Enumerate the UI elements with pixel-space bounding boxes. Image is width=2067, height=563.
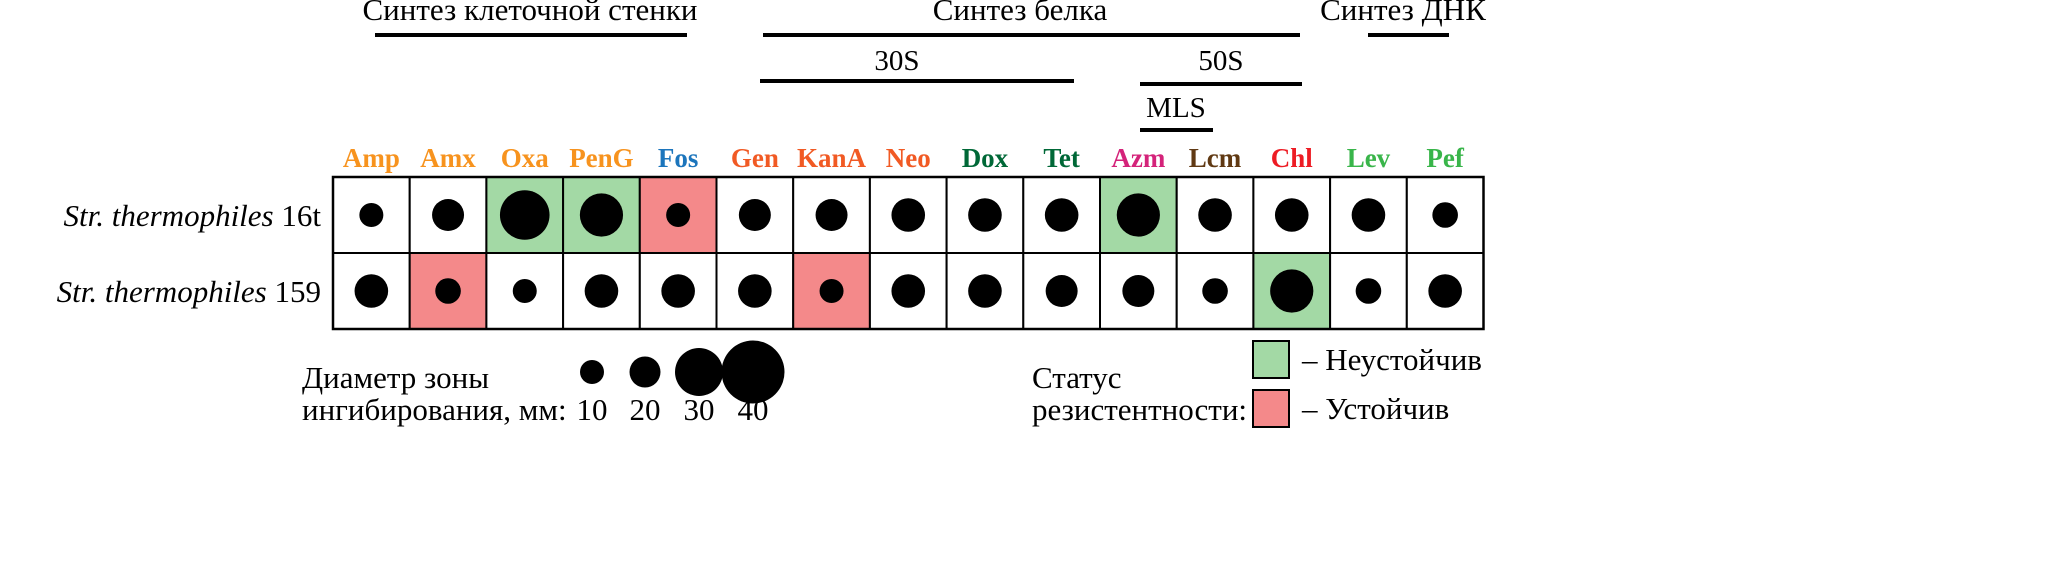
antibiotic-label: Chl: [1271, 143, 1314, 173]
inhibition-zone-dot: [435, 278, 461, 304]
inhibition-zone-dot: [1116, 193, 1160, 237]
inhibition-zone-dot: [1122, 275, 1155, 307]
inhibition-zone-dot: [432, 199, 465, 231]
grid-border: [331, 175, 1485, 331]
status-legend-label: – Устойчив: [1301, 391, 1449, 426]
status-swatch: [1252, 340, 1290, 379]
size-legend-value: 10: [577, 392, 608, 427]
antibiotic-label: Fos: [658, 143, 699, 173]
inhibition-zone-dot: [891, 198, 926, 232]
ribosome-subgroup-headers: 30S 50S MLS: [760, 45, 1302, 132]
inhibition-zone-dot: [1198, 198, 1232, 232]
antibiotic-label: Amx: [420, 143, 476, 173]
antibiotic-label: Lcm: [1189, 143, 1242, 173]
antibiotic-label: Amp: [343, 143, 400, 173]
group-label: Синтез ДНК: [1320, 0, 1486, 27]
inhibition-zone-dot: [815, 199, 848, 231]
class-group-headers: Синтез клеточной стенки Синтез белка Синте…: [363, 0, 1486, 37]
inhibition-zone-dot: [584, 274, 619, 308]
antibiotic-label: Lev: [1347, 143, 1391, 173]
inhibition-zone-dots: [354, 190, 1462, 313]
inhibition-zone-dot: [1351, 198, 1386, 232]
antibiotic-label: Neo: [886, 143, 931, 173]
inhibition-zone-dot: [354, 274, 389, 308]
strain-name: Str. thermophiles: [57, 274, 267, 309]
size-legend-value: 40: [738, 392, 769, 427]
antibiotic-labels: Amp Amx Oxa PenG Fos Gen KanA Neo Dox Tet Azm Lcm Ch…: [343, 143, 1465, 173]
inhibition-zone-dot: [1270, 269, 1314, 313]
group-label: Синтез клеточной стенки: [363, 0, 698, 27]
size-legend-dot: [721, 340, 785, 404]
strain-label: Str. thermophiles 16t: [64, 198, 322, 233]
status-legend-title: Статус: [1032, 360, 1122, 395]
strain-label: Str. thermophiles 159: [57, 274, 321, 309]
size-legend-dot: [629, 356, 661, 388]
antibiotic-label: Azm: [1111, 143, 1165, 173]
inhibition-zone-dot: [738, 274, 772, 308]
inhibition-zone-dot: [819, 279, 844, 303]
size-legend-value: 20: [630, 392, 661, 427]
inhibition-zone-dot: [1045, 275, 1078, 307]
size-legend-dot: [675, 348, 723, 396]
inhibition-zone-dot: [579, 193, 624, 237]
inhibition-zone-dot: [968, 274, 1002, 308]
antibiotic-label: PenG: [569, 143, 634, 173]
antibiotic-label: Oxa: [501, 143, 550, 173]
inhibition-zone-dot: [1428, 274, 1462, 308]
inhibition-zone-dot: [1274, 198, 1309, 232]
inhibition-zone-dot: [738, 199, 771, 231]
inhibition-zone-dot: [891, 274, 926, 308]
inhibition-zone-dot: [1432, 202, 1458, 228]
size-legend-value: 30: [684, 392, 715, 427]
status-swatch: [1252, 389, 1290, 428]
strain-name: Str. thermophiles: [64, 198, 274, 233]
subgroup-label: MLS: [1146, 92, 1206, 124]
strain-id: 16t: [274, 198, 322, 233]
strain-id: 159: [267, 274, 321, 309]
size-legend-title: ингибирования, мм:: [302, 392, 567, 427]
inhibition-zone-dot: [512, 279, 537, 303]
antibiotic-label: Tet: [1043, 143, 1080, 173]
size-legend-title: Диаметр зоны: [302, 360, 489, 395]
inhibition-zone-dot: [1355, 278, 1382, 304]
status-legend-label: – Неустойчив: [1301, 342, 1482, 377]
group-label: Синтез белка: [933, 0, 1108, 27]
inhibition-zone-dot: [968, 198, 1002, 232]
status-legend-title: резистентности:: [1032, 392, 1247, 427]
inhibition-zone-dot: [1202, 278, 1228, 304]
antibiotic-label: KanA: [797, 143, 867, 173]
inhibition-zone-dot: [359, 203, 384, 227]
antibiotic-label: Dox: [962, 143, 1009, 173]
subgroup-label: 50S: [1198, 45, 1243, 77]
inhibition-zone-dot: [661, 274, 695, 308]
antibiotic-label: Gen: [731, 143, 779, 173]
inhibition-zone-dot: [666, 203, 691, 227]
inhibition-zone-dot: [499, 190, 550, 240]
subgroup-label: 30S: [874, 45, 919, 77]
antibiotic-label: Pef: [1426, 143, 1464, 173]
size-legend-dot: [580, 360, 604, 384]
inhibition-zone-dot: [1044, 198, 1079, 232]
